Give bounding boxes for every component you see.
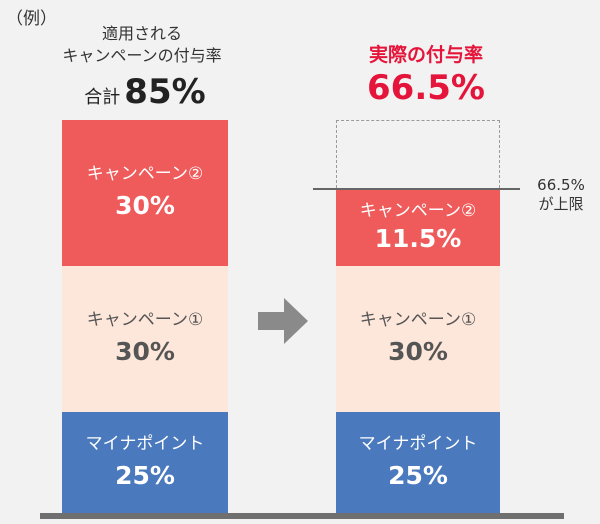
left-campaign2-name: キャンペーン②	[86, 164, 204, 184]
left-total-label: 合計	[84, 87, 121, 108]
right-arrow-icon	[258, 298, 308, 344]
example-label: （例）	[6, 9, 57, 29]
right-mynapoint-value: 25%	[388, 461, 448, 490]
right-segment-campaign2: キャンペーン② 11.5%	[336, 189, 500, 266]
left-mynapoint-value: 25%	[115, 461, 175, 490]
cap-label-line2: が上限	[538, 195, 584, 213]
baseline	[40, 513, 564, 519]
right-campaign2-name: キャンペーン②	[359, 200, 477, 221]
cap-line	[313, 188, 520, 190]
right-heading: 実際の付与率	[368, 44, 483, 66]
right-segment-mynapoint: マイナポイント 25%	[336, 412, 500, 514]
left-campaign1-name: キャンペーン①	[86, 310, 204, 330]
cap-label: 66.5% が上限	[528, 176, 594, 214]
exceeded-portion-outline	[336, 120, 500, 188]
left-total: 合計 85%	[40, 72, 250, 112]
cap-label-line1: 66.5%	[537, 176, 585, 194]
right-campaign2-value: 11.5%	[374, 223, 462, 253]
right-campaign1-value: 30%	[388, 337, 448, 366]
right-campaign1-name: キャンペーン①	[359, 310, 477, 330]
right-rate: 66.5%	[367, 68, 485, 108]
left-campaign2-value: 30%	[115, 191, 175, 220]
left-segment-mynapoint: マイナポイント 25%	[62, 412, 228, 514]
left-segment-campaign1: キャンペーン① 30%	[62, 266, 228, 412]
left-campaign1-value: 30%	[115, 337, 175, 366]
left-total-value: 85%	[124, 72, 206, 112]
right-segment-campaign1: キャンペーン① 30%	[336, 266, 500, 412]
left-heading-line1: 適用される	[101, 24, 182, 43]
left-mynapoint-name: マイナポイント	[85, 434, 205, 454]
right-mynapoint-name: マイナポイント	[358, 434, 478, 454]
left-segment-campaign2: キャンペーン② 30%	[62, 120, 228, 266]
left-heading-line2: キャンペーンの付与率	[62, 46, 222, 65]
